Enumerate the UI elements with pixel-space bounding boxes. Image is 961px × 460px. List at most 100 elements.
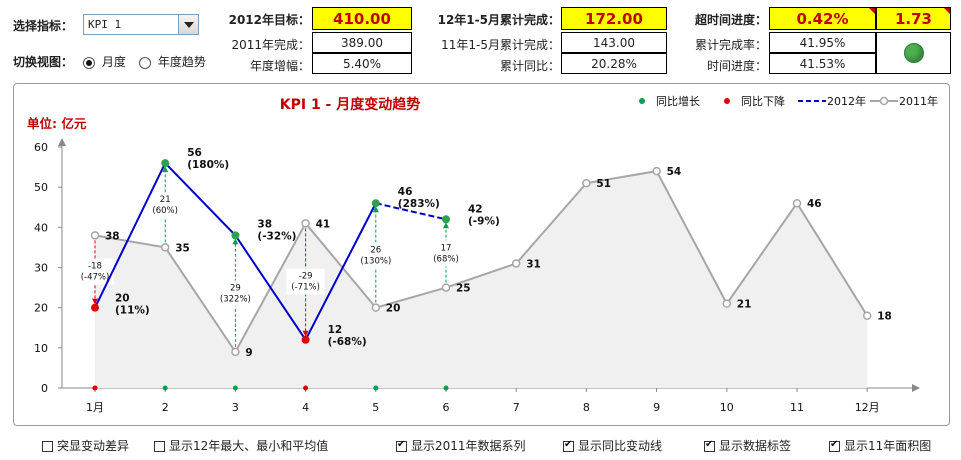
checkbox-show-area[interactable]: 显示11年面积图: [829, 437, 931, 454]
checkbox-label: 突显变动差异: [57, 439, 130, 453]
yoy-diff-label: -29 (-71%): [291, 272, 320, 293]
checkbox-label: 显示2011年数据系列: [411, 439, 526, 453]
bottom-status-dot: [303, 385, 309, 391]
checkbox-show-2011[interactable]: 显示2011年数据系列: [396, 437, 526, 454]
radio-unselected-icon[interactable]: [139, 56, 151, 69]
diff-label-bg: [286, 268, 325, 295]
bottom-status-dot: [232, 385, 238, 391]
x-tick-label: 10: [720, 401, 734, 414]
yoy-diff-label: 26 (130%): [360, 245, 391, 266]
diff-label-bg: [427, 240, 465, 267]
checkbox-show-yoy-line[interactable]: 显示同比变动线: [563, 437, 662, 454]
point-2011: [160, 243, 170, 252]
label-2012: 42 (-9%): [468, 203, 500, 227]
ahead-label: 超时间进度：: [694, 13, 767, 27]
y-tick-label: 20: [34, 302, 48, 315]
label-2011: 46: [807, 198, 822, 210]
dropdown-arrow-icon[interactable]: [178, 15, 198, 34]
done2011-value: 389.00: [312, 32, 412, 53]
growth-label: 年度增幅：: [249, 59, 310, 73]
kpi-dropdown-value: KPI 1: [88, 18, 122, 31]
checkbox-label: 显示数据标签: [719, 439, 792, 453]
x-tick-label: 8: [583, 401, 590, 414]
ahead-value2: 1.73: [876, 7, 951, 30]
yoy-diff-label: 21 (60%): [152, 195, 178, 216]
view-radio-yearly[interactable]: 年度趋势: [139, 53, 206, 70]
yoy-diff-arrow: [372, 206, 379, 213]
timeprog-value: 41.53%: [769, 53, 876, 74]
label-2011: 9: [245, 347, 252, 359]
kpi-dropdown[interactable]: KPI 1: [83, 14, 199, 35]
checkbox-icon[interactable]: [396, 439, 407, 452]
rate-label: 累计完成率：: [694, 38, 767, 52]
y-tick-label: 10: [34, 342, 48, 355]
y-axis-arrow: [58, 138, 66, 146]
chart-title: KPI 1 - 月度变动趋势: [280, 96, 421, 113]
x-tick-label: 4: [302, 401, 309, 414]
legend-2011: 2011年: [899, 94, 938, 108]
yoy-diff-arrow: [443, 222, 449, 229]
status-cell: [876, 32, 951, 74]
checkbox-highlight-diff[interactable]: 突显变动差异: [42, 437, 129, 454]
checkbox-icon[interactable]: [829, 439, 840, 452]
checkbox-label: 显示同比变动线: [578, 439, 663, 453]
status-light-icon: [903, 43, 924, 63]
ahead-value2-text: 1.73: [894, 9, 932, 28]
label-2012: 46 (283%): [398, 186, 440, 210]
label-2012: 20 (11%): [115, 293, 150, 317]
label-2011: 31: [526, 258, 541, 270]
cum2012-label: 12年1-5月累计完成：: [437, 13, 560, 27]
point-2011: [582, 178, 591, 188]
x-tick-label: 2: [162, 401, 169, 414]
label-2012: 12 (-68%): [328, 324, 367, 348]
point-2012: [442, 215, 450, 224]
x-axis-arrow: [912, 384, 920, 392]
timeprog-label: 时间进度：: [706, 59, 767, 73]
legend-2012: 2012年: [827, 94, 866, 108]
x-tick-label: 1月: [86, 401, 104, 414]
y-tick-label: 50: [34, 181, 48, 194]
point-2011: [441, 283, 451, 292]
yoy-diff-arrow: [162, 166, 169, 173]
yoy-diff-label: -18 (-47%): [81, 262, 110, 283]
checkbox-icon[interactable]: [42, 441, 53, 452]
label-2011: 21: [737, 299, 752, 311]
checkbox-label: 显示11年面积图: [844, 439, 932, 453]
x-tick-label: 9: [653, 401, 660, 414]
checkbox-icon[interactable]: [563, 439, 574, 452]
y-tick-label: 30: [34, 262, 48, 275]
point-2011: [722, 299, 732, 308]
diff-label-bg: [216, 280, 255, 307]
checkbox-show-minmax[interactable]: 显示12年最大、最小和平均值: [154, 437, 328, 454]
y-tick-label: 40: [34, 221, 48, 234]
view-radio-monthly[interactable]: 月度: [83, 53, 126, 70]
bottom-status-dot: [443, 385, 449, 391]
legend-down-marker: [724, 98, 730, 104]
point-2011: [862, 311, 872, 320]
x-tick-label: 3: [232, 401, 239, 414]
diff-label-bg: [146, 192, 185, 219]
x-tick-label: 5: [372, 401, 379, 414]
checkbox-icon[interactable]: [154, 441, 165, 452]
cum2012-value: 172.00: [561, 7, 667, 30]
bottom-status-dot: [373, 385, 379, 391]
checkbox-label: 显示12年最大、最小和平均值: [169, 439, 329, 453]
point-2011: [371, 303, 381, 312]
x-tick-label: 6: [443, 401, 450, 414]
point-2011: [90, 231, 100, 240]
checkbox-icon[interactable]: [704, 439, 715, 452]
view-option-yearly: 年度趋势: [157, 55, 206, 69]
yoy-label: 累计同比：: [499, 59, 560, 73]
done2011-label: 2011年完成：: [231, 38, 310, 52]
label-2011: 35: [175, 242, 190, 254]
ahead-value: 0.42%: [769, 7, 876, 30]
legend-down: 同比下降: [741, 94, 785, 108]
x-tick-label: 12月: [855, 401, 880, 414]
checkbox-show-labels[interactable]: 显示数据标签: [704, 437, 791, 454]
yoy-diff-label: 17 (68%): [433, 243, 459, 264]
point-2011: [301, 219, 310, 228]
point-2012: [301, 335, 310, 344]
point-2012: [231, 231, 240, 240]
label-2011: 18: [877, 311, 892, 323]
radio-selected-icon[interactable]: [83, 56, 95, 69]
